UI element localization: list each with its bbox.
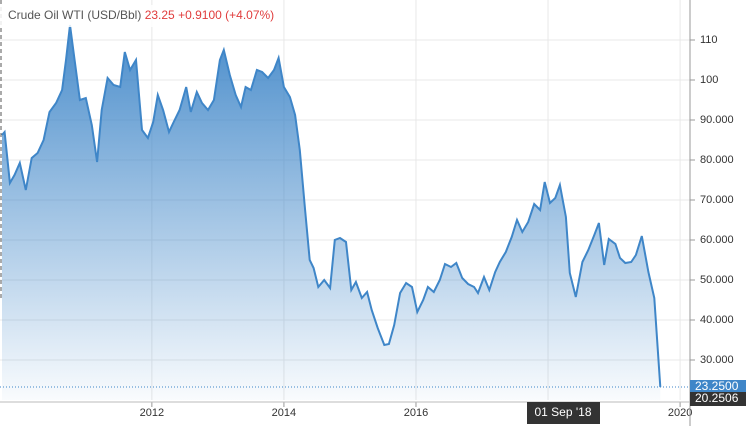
crosshair-y-box — [690, 391, 746, 406]
change: +0.9100 — [178, 8, 222, 22]
change-percent: (+4.07%) — [225, 8, 274, 22]
y-tick-label: 80.000 — [700, 154, 734, 166]
line — [1, 24, 662, 388]
last-price-box — [690, 380, 746, 393]
crosshair-x-box — [527, 402, 600, 424]
area — [2, 25, 661, 400]
y-tick-label: 110 — [700, 34, 718, 46]
header-bg — [0, 5, 240, 27]
crosshair-y-label: 20.2506 — [695, 391, 739, 405]
y-tick-label: 50.000 — [700, 274, 734, 286]
last-price-label: 23.2500 — [695, 379, 739, 393]
y-tick-label: 40.000 — [700, 314, 734, 326]
y-tick-label: 60.000 — [700, 234, 734, 246]
x-tick-label: 2012 — [140, 407, 164, 419]
y-tick-label: 100 — [700, 74, 718, 86]
x-tick-label: 2020 — [668, 407, 692, 419]
header: Crude Oil WTI (USD/Bbl) 23.25 +0.9100 (+… — [8, 8, 274, 22]
y-tick-label: 30.000 — [700, 354, 734, 366]
y-tick-label: 90.000 — [700, 114, 734, 126]
title: Crude Oil WTI (USD/Bbl) — [8, 8, 141, 22]
crosshair-x-label: 01 Sep '18 — [534, 405, 591, 419]
y-tick-label: 70.000 — [700, 194, 734, 206]
x-tick-label: 2016 — [404, 407, 428, 419]
price: 23.25 — [145, 8, 175, 22]
x-tick-label: 2014 — [272, 407, 296, 419]
